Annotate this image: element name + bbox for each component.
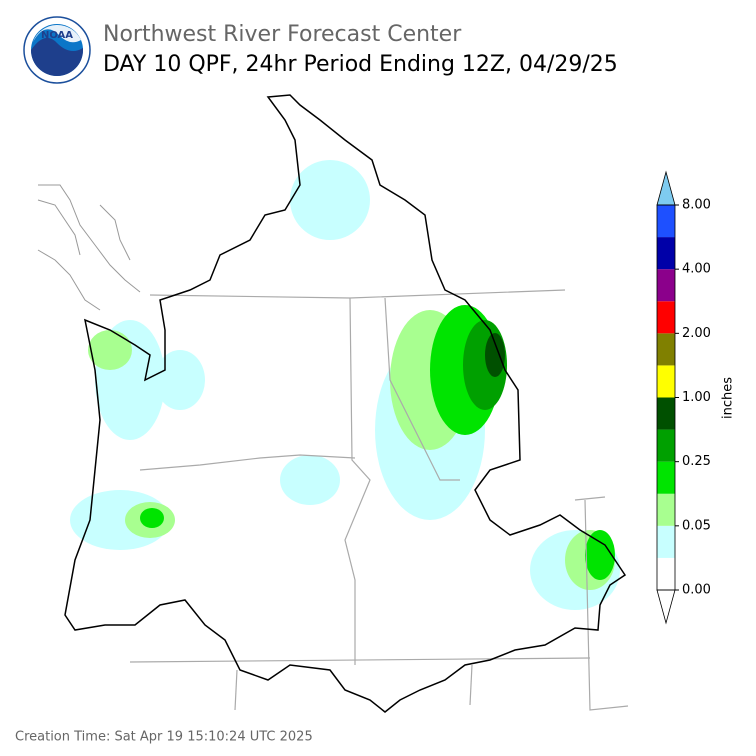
colorbar-bin (657, 461, 675, 494)
colorbar-tick-label: 1.00 (682, 390, 711, 405)
logo-text: NOAA (41, 30, 73, 41)
colorbar-tick-label: 4.00 (682, 262, 711, 277)
colorbar-tick-label: 0.05 (682, 518, 711, 533)
colorbar-tick-label: 0.25 (682, 454, 711, 469)
basin-outline (64, 94, 627, 713)
colorbar-label: inches (721, 377, 736, 419)
coastline-canada (37, 184, 141, 311)
creation-time: Creation Time: Sat Apr 19 15:10:24 UTC 2… (15, 730, 313, 745)
colorbar-bin (657, 301, 675, 334)
agency-title: Northwest River Forecast Center (103, 22, 462, 47)
colorbar-over (656, 170, 676, 206)
colorbar-bin (657, 237, 675, 270)
basin-fill (65, 95, 625, 712)
map-title: DAY 10 QPF, 24hr Period Ending 12Z, 04/2… (103, 52, 618, 77)
colorbar-bin (657, 365, 675, 398)
colorbar-tick-label: 8.00 (682, 198, 711, 213)
colorbar-bin (657, 525, 675, 558)
colorbar-tick-label: 0.00 (682, 583, 711, 598)
colorbar-bin (657, 333, 675, 366)
state-borders (129, 289, 629, 711)
map (37, 94, 629, 713)
colorbar: 0.00 0.05 0.25 1.00 2.00 4.00 8.00 (656, 170, 711, 625)
colorbar-bin (657, 397, 675, 430)
precip-areas (70, 160, 620, 610)
colorbar-bin (657, 269, 675, 302)
colorbar-tick-label: 2.00 (682, 326, 711, 341)
colorbar-bin (657, 493, 675, 526)
colorbar-bin (657, 557, 675, 590)
colorbar-under (656, 589, 676, 625)
noaa-logo: NOAA (23, 16, 91, 84)
colorbar-bin (657, 429, 675, 462)
colorbar-bin (657, 205, 675, 238)
